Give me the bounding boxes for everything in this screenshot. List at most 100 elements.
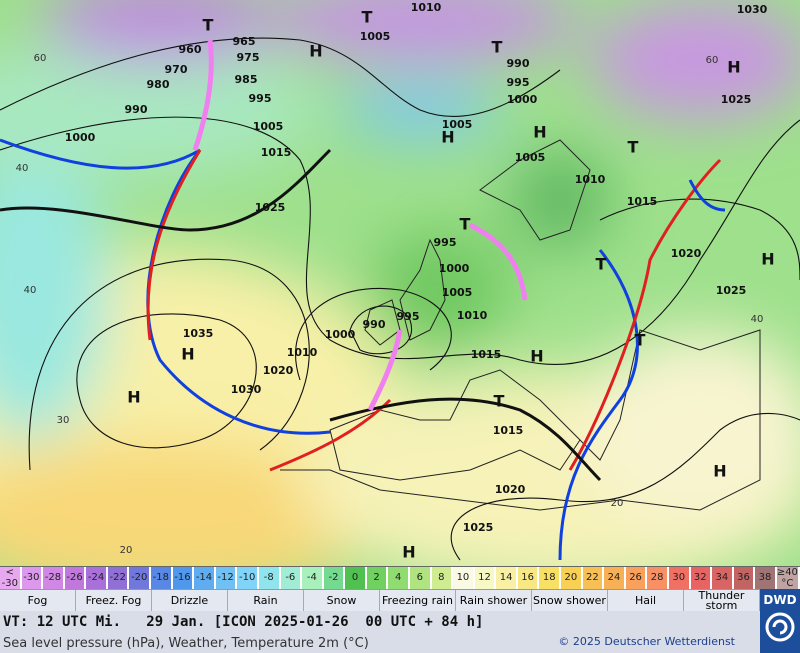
pressure-center: T — [492, 38, 503, 57]
color-scale: < -30 -30 -28 -26 -24 -22 -20 -18 -16 -14 -12 -10 -8-… — [0, 566, 800, 589]
scale-label: -12 — [216, 567, 237, 589]
pressure-center: T — [494, 392, 505, 411]
subtitle: Sea level pressure (hPa), Weather, Tempe… — [3, 636, 369, 651]
isobar-label: 1025 — [255, 201, 286, 214]
legend-entry: Rain shower — [456, 590, 532, 612]
pressure-center: T — [635, 331, 646, 350]
isobar-label: 970 — [165, 63, 188, 76]
scale-cell: -12 — [215, 567, 238, 589]
legend-entry: Fog — [0, 590, 76, 612]
isotherm-label: 60 — [706, 55, 719, 66]
scale-label: -20 — [129, 567, 151, 589]
pressure-center: T — [460, 215, 471, 234]
pressure-center: H — [761, 250, 774, 269]
logo-icon — [765, 612, 795, 642]
scale-label: 12 — [475, 567, 496, 589]
isobar-label: 1015 — [261, 146, 292, 159]
legend-entry: Snow shower — [532, 590, 608, 612]
isobar-label: 1005 — [360, 30, 391, 43]
isobar-label: 995 — [397, 310, 420, 323]
scale-cell: 6 — [409, 567, 432, 589]
scale-label: 28 — [647, 567, 668, 589]
scale-label: -10 — [237, 567, 258, 589]
isobar-label: 1000 — [65, 131, 96, 144]
isobar-label: 1000 — [325, 328, 356, 341]
scale-label: -6 — [281, 567, 302, 589]
scale-label-top: ≥40 — [776, 566, 799, 578]
isotherm-label: 40 — [16, 163, 29, 174]
isobar-label: 1030 — [737, 3, 768, 16]
isobars — [0, 37, 800, 561]
isobar-label: 1015 — [627, 195, 658, 208]
isobar-label: 975 — [237, 51, 260, 64]
isobar-label: 995 — [434, 236, 457, 249]
pressure-center: H — [533, 123, 546, 142]
isobar-label: 1000 — [507, 93, 538, 106]
scale-label: -2 — [324, 567, 345, 589]
scale-cell: -30 — [21, 567, 44, 589]
scale-cell: ≥40 °C — [776, 566, 800, 589]
logo-text: DWD — [763, 593, 797, 607]
legend-entry: Thunder storm — [684, 590, 760, 612]
isobar-label: 1020 — [671, 247, 702, 260]
isobar-label: 1020 — [263, 364, 294, 377]
scale-cell: -24 — [86, 567, 108, 589]
scale-cell: 26 — [625, 567, 648, 589]
isobar-label: 985 — [235, 73, 258, 86]
scale-cell: 14 — [496, 567, 518, 589]
scale-label: 8 — [432, 567, 453, 589]
scale-label: -8 — [259, 567, 280, 589]
scale-label: 2 — [367, 567, 388, 589]
scale-cell: -18 — [151, 567, 173, 589]
legend-entry: Hail — [608, 590, 684, 612]
temperature-field — [0, 0, 800, 566]
isobar-label: 980 — [147, 78, 170, 91]
scale-cell: -6 — [280, 567, 303, 589]
isobar-label: 995 — [249, 92, 272, 105]
scale-label: -22 — [108, 567, 129, 589]
scale-cell: 32 — [690, 567, 713, 589]
copyright: © 2025 Deutscher Wetterdienst — [558, 635, 735, 648]
scale-label: 36 — [734, 567, 755, 589]
scale-cell: -28 — [43, 567, 65, 589]
scale-cell: 30 — [668, 567, 691, 589]
pressure-center: H — [309, 42, 322, 61]
scale-cell: 36 — [733, 567, 756, 589]
legend-entry: Snow — [304, 590, 380, 612]
pressure-center: H — [181, 345, 194, 364]
isobar-label: 1035 — [183, 327, 214, 340]
scale-cell: < -30 — [0, 567, 22, 589]
isotherm-label: 20 — [120, 545, 133, 556]
scale-cell: 24 — [604, 567, 626, 589]
dwd-logo: DWD — [760, 589, 800, 653]
isobar-label: 995 — [507, 76, 530, 89]
scale-label: 16 — [518, 567, 539, 589]
scale-label: -30 — [0, 578, 21, 589]
scale-label: -4 — [302, 567, 323, 589]
scale-cell: 8 — [431, 567, 454, 589]
scale-cell: 2 — [366, 567, 389, 589]
scale-cell: 16 — [517, 567, 540, 589]
isotherm-label: 40 — [751, 314, 764, 325]
isobar-label: 1005 — [515, 151, 546, 164]
isobar-label: 1015 — [493, 424, 524, 437]
scale-cell: 4 — [388, 567, 410, 589]
isobar-label: 1020 — [495, 483, 526, 496]
pressure-center: H — [713, 462, 726, 481]
isobar-label: 965 — [233, 35, 256, 48]
scale-label: -14 — [194, 567, 215, 589]
scale-label: -24 — [86, 567, 107, 589]
isobar-label: 1005 — [442, 118, 473, 131]
pressure-center: H — [727, 58, 740, 77]
isobar-label: 1015 — [471, 348, 502, 361]
scale-cell: 34 — [712, 567, 734, 589]
scale-label: 32 — [691, 567, 712, 589]
fronts — [0, 39, 726, 561]
scale-label: -30 — [22, 567, 43, 589]
pressure-center: H — [127, 388, 140, 407]
scale-label: 26 — [626, 567, 647, 589]
scale-cell: -16 — [172, 567, 195, 589]
scale-label: 22 — [583, 567, 604, 589]
isobar-label: 1010 — [411, 1, 442, 14]
